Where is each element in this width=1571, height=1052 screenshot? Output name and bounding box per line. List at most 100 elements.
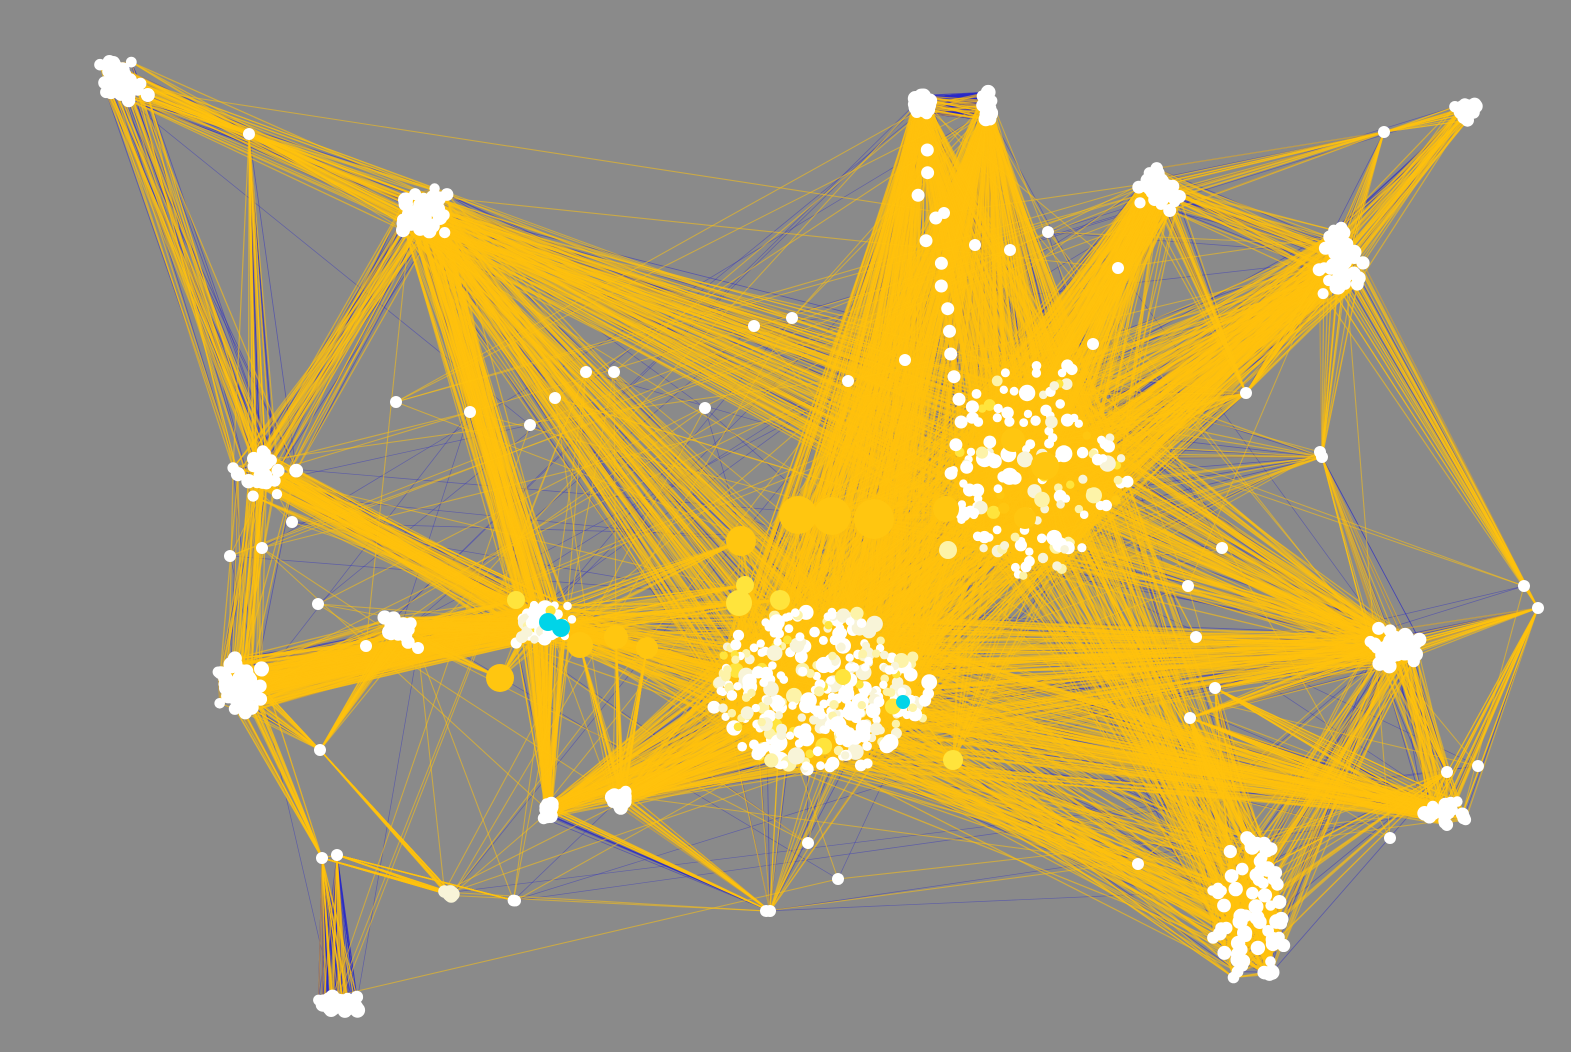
graph-node[interactable] bbox=[515, 631, 529, 644]
graph-node[interactable] bbox=[331, 994, 344, 1007]
graph-node[interactable] bbox=[751, 703, 760, 713]
graph-node[interactable] bbox=[759, 678, 769, 687]
graph-node[interactable] bbox=[742, 673, 757, 689]
graph-node[interactable] bbox=[1010, 532, 1020, 542]
graph-node[interactable] bbox=[879, 650, 889, 660]
graph-node[interactable] bbox=[1000, 541, 1010, 550]
graph-node[interactable] bbox=[580, 366, 592, 378]
graph-node[interactable] bbox=[992, 413, 1002, 423]
graph-node[interactable] bbox=[899, 354, 911, 366]
graph-node[interactable] bbox=[228, 690, 243, 704]
graph-node[interactable] bbox=[766, 645, 783, 661]
graph-node[interactable] bbox=[721, 712, 730, 721]
graph-node[interactable] bbox=[507, 894, 520, 907]
graph-node[interactable] bbox=[850, 662, 860, 672]
graph-node[interactable] bbox=[954, 415, 968, 429]
graph-node[interactable] bbox=[827, 692, 837, 702]
graph-node[interactable] bbox=[1273, 931, 1285, 943]
graph-node[interactable] bbox=[845, 617, 855, 627]
graph-node[interactable] bbox=[316, 852, 328, 864]
graph-node[interactable] bbox=[398, 197, 413, 212]
graph-node[interactable] bbox=[486, 664, 514, 692]
graph-node[interactable] bbox=[794, 650, 808, 664]
graph-node[interactable] bbox=[726, 526, 756, 556]
graph-node[interactable] bbox=[1045, 415, 1058, 429]
graph-node[interactable] bbox=[879, 680, 888, 689]
graph-node[interactable] bbox=[760, 905, 772, 917]
graph-node[interactable] bbox=[413, 209, 425, 221]
graph-node[interactable] bbox=[440, 188, 454, 201]
graph-node[interactable] bbox=[1143, 167, 1156, 179]
graph-node[interactable] bbox=[507, 591, 525, 609]
graph-node[interactable] bbox=[1121, 475, 1134, 488]
graph-node[interactable] bbox=[748, 320, 760, 332]
graph-node[interactable] bbox=[986, 505, 1001, 519]
graph-node[interactable] bbox=[1023, 409, 1033, 419]
graph-node[interactable] bbox=[1060, 545, 1069, 554]
graph-node[interactable] bbox=[789, 637, 805, 653]
graph-node[interactable] bbox=[769, 614, 785, 631]
graph-node[interactable] bbox=[980, 114, 992, 125]
graph-node[interactable] bbox=[385, 628, 398, 641]
graph-node[interactable] bbox=[241, 474, 256, 489]
graph-node[interactable] bbox=[1257, 965, 1271, 980]
graph-node[interactable] bbox=[721, 671, 731, 682]
graph-node[interactable] bbox=[845, 653, 854, 662]
graph-node[interactable] bbox=[919, 234, 933, 248]
graph-node[interactable] bbox=[763, 696, 773, 706]
graph-node[interactable] bbox=[529, 600, 539, 610]
graph-node[interactable] bbox=[987, 454, 1002, 469]
graph-node[interactable] bbox=[1184, 712, 1196, 724]
graph-node[interactable] bbox=[636, 637, 658, 659]
graph-node[interactable] bbox=[1212, 882, 1224, 894]
graph-node[interactable] bbox=[896, 695, 910, 709]
graph-node[interactable] bbox=[1025, 547, 1034, 556]
graph-node[interactable] bbox=[943, 324, 956, 338]
graph-node[interactable] bbox=[413, 222, 427, 236]
graph-node[interactable] bbox=[552, 619, 570, 637]
graph-node[interactable] bbox=[944, 467, 958, 480]
graph-node[interactable] bbox=[733, 682, 742, 691]
graph-node[interactable] bbox=[969, 239, 981, 251]
graph-node[interactable] bbox=[563, 601, 572, 611]
graph-node[interactable] bbox=[1312, 263, 1326, 277]
graph-node[interactable] bbox=[1472, 760, 1484, 772]
graph-node[interactable] bbox=[1249, 910, 1265, 926]
graph-node[interactable] bbox=[1004, 244, 1016, 256]
graph-node[interactable] bbox=[1423, 811, 1436, 824]
graph-node[interactable] bbox=[1031, 368, 1042, 378]
graph-node[interactable] bbox=[907, 651, 919, 663]
graph-node[interactable] bbox=[1046, 529, 1062, 546]
graph-node[interactable] bbox=[524, 419, 536, 431]
graph-node[interactable] bbox=[1382, 658, 1397, 674]
graph-node[interactable] bbox=[1057, 368, 1067, 378]
graph-node[interactable] bbox=[993, 484, 1003, 494]
graph-node[interactable] bbox=[1004, 416, 1015, 427]
graph-node[interactable] bbox=[331, 849, 343, 861]
graph-node[interactable] bbox=[567, 615, 577, 624]
graph-node[interactable] bbox=[1112, 262, 1124, 274]
graph-node[interactable] bbox=[247, 490, 259, 502]
graph-node[interactable] bbox=[993, 403, 1003, 414]
graph-node[interactable] bbox=[429, 183, 440, 194]
graph-node[interactable] bbox=[1335, 221, 1348, 235]
graph-node[interactable] bbox=[726, 690, 738, 701]
graph-node[interactable] bbox=[230, 467, 245, 482]
graph-node[interactable] bbox=[1116, 454, 1126, 463]
graph-node[interactable] bbox=[881, 734, 899, 751]
graph-node[interactable] bbox=[922, 688, 934, 700]
graph-node[interactable] bbox=[816, 761, 825, 771]
graph-node[interactable] bbox=[1227, 971, 1240, 984]
graph-node[interactable] bbox=[718, 703, 728, 713]
graph-node[interactable] bbox=[727, 708, 737, 718]
graph-node[interactable] bbox=[397, 213, 409, 226]
graph-node[interactable] bbox=[445, 887, 460, 902]
graph-node[interactable] bbox=[756, 639, 765, 648]
graph-node[interactable] bbox=[1060, 378, 1073, 390]
graph-node[interactable] bbox=[764, 753, 779, 768]
graph-node[interactable] bbox=[1082, 431, 1092, 440]
graph-node[interactable] bbox=[855, 680, 864, 689]
graph-node[interactable] bbox=[732, 629, 745, 641]
graph-node[interactable] bbox=[1030, 415, 1041, 426]
graph-node[interactable] bbox=[1157, 195, 1169, 207]
